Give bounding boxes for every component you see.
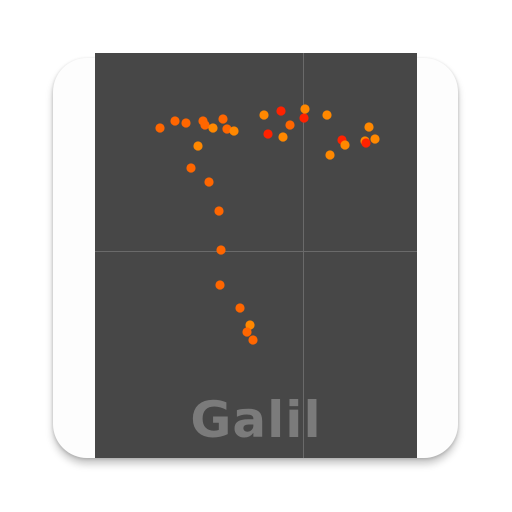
trace-dot [235,303,245,313]
trace-dot [242,327,252,337]
trace-dot [222,124,232,134]
trace-dot [204,177,214,187]
trace-dot [259,110,269,120]
trace-dot [229,126,239,136]
trace-dot [170,116,180,126]
trace-dot [200,120,210,130]
trace-dot [322,110,332,120]
trace-dot [361,138,371,148]
trace-dot [278,132,288,142]
trace-dot [245,320,255,330]
trace-dot [208,123,218,133]
trace-dot [216,245,226,255]
scatter-trace-icon [155,104,380,345]
plot-panel: Galil [95,53,417,458]
trace-dot [181,118,191,128]
trace-dot [299,113,309,123]
trace-dot [325,150,335,160]
trace-dot [340,140,350,150]
trace-dot [218,114,228,124]
trace-dot [214,206,224,216]
trace-dot [155,123,165,133]
trace-dot [263,129,273,139]
trace-dot [186,163,196,173]
trace-dot [370,134,380,144]
crosshair-horizontal [95,251,417,252]
trace-dot [193,141,203,151]
trace-dot [248,335,258,345]
trace-dot [285,120,295,130]
crosshair-vertical [303,53,304,458]
brand-label: Galil [190,391,322,449]
trace-dot [364,122,374,132]
trace-dot [276,106,286,116]
trace-dot [300,104,310,114]
trace-dot [215,280,225,290]
